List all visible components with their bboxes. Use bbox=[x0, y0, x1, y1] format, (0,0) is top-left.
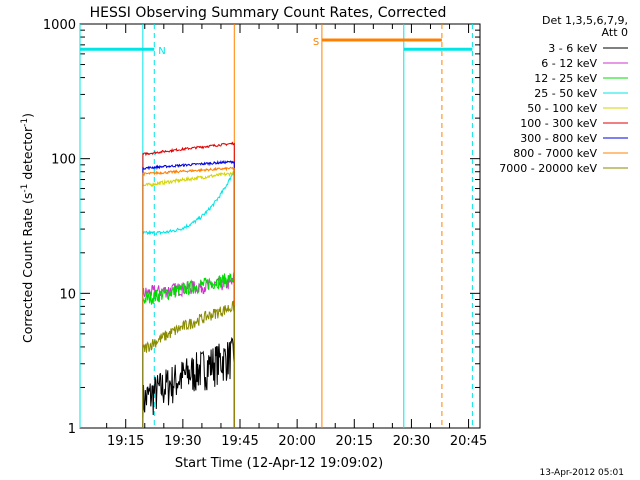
y-axis-label-part: detector bbox=[20, 126, 35, 184]
x-axis-label: Start Time (12-Apr-12 19:09:02) bbox=[175, 456, 383, 471]
series-line bbox=[142, 337, 235, 428]
y-axis-label-sup: -1 bbox=[20, 184, 30, 193]
legend-label: 7000 - 20000 keV bbox=[499, 162, 597, 175]
y-tick-label: 10 bbox=[59, 287, 76, 302]
y-tick-label: 100 bbox=[51, 153, 76, 168]
legend-label: 50 - 100 keV bbox=[527, 102, 597, 115]
x-tick-label: 20:30 bbox=[393, 434, 430, 449]
x-tick-label: 20:45 bbox=[450, 434, 487, 449]
y-axis-label: Corrected Count Rate (s-1 detector-1) bbox=[20, 113, 35, 343]
series-line bbox=[142, 300, 235, 428]
legend-label: 800 - 7000 keV bbox=[513, 147, 597, 160]
legend-label: 300 - 800 keV bbox=[520, 132, 597, 145]
y-axis-label-part: ) bbox=[20, 113, 35, 118]
legend: Det 1,3,5,6,7,9,Att 0 3 - 6 keV 6 - 12 keV… bbox=[499, 14, 628, 175]
annotation-label: S bbox=[313, 37, 319, 48]
legend-label: 25 - 50 keV bbox=[534, 87, 597, 100]
legend-label: 6 - 12 keV bbox=[541, 57, 597, 70]
series-line bbox=[142, 159, 235, 428]
y-axis-label-part: Corrected Count Rate (s bbox=[20, 193, 35, 343]
series-line bbox=[142, 166, 235, 428]
legend-label: 100 - 300 keV bbox=[520, 117, 597, 130]
legend-label: 12 - 25 keV bbox=[534, 72, 597, 85]
legend-header: Det 1,3,5,6,7,9, bbox=[542, 14, 628, 27]
x-tick-label: 19:15 bbox=[107, 434, 144, 449]
plot-frame bbox=[79, 23, 481, 429]
series-line bbox=[142, 141, 235, 428]
annotation-label: N bbox=[158, 46, 165, 57]
x-tick-label: 19:45 bbox=[221, 434, 258, 449]
y-tick-label: 1 bbox=[68, 422, 76, 437]
series-line bbox=[142, 170, 235, 428]
y-axis-label-sup: -1 bbox=[20, 118, 30, 127]
legend-header: Att 0 bbox=[602, 26, 628, 39]
footer-timestamp: 13-Apr-2012 05:01 bbox=[540, 468, 624, 478]
series-line bbox=[142, 170, 235, 428]
x-tick-label: 20:15 bbox=[336, 434, 373, 449]
x-tick-label: 20:00 bbox=[278, 434, 315, 449]
chart-title: HESSI Observing Summary Count Rates, Cor… bbox=[90, 5, 447, 21]
plot-area: 1 10 100 1000 19:15 19:30 19:45 20:00 20:15 20:30… bbox=[43, 18, 487, 449]
x-tick-label: 19:30 bbox=[164, 434, 201, 449]
legend-label: 3 - 6 keV bbox=[548, 42, 597, 55]
y-tick-label: 1000 bbox=[43, 18, 76, 33]
series-line bbox=[142, 272, 235, 428]
